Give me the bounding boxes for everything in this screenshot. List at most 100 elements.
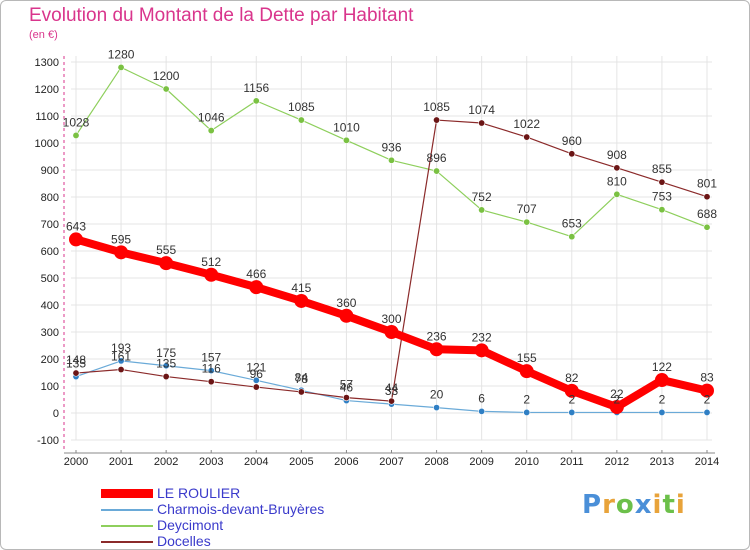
- data-label: 1010: [333, 120, 360, 134]
- data-label: 57: [340, 378, 354, 392]
- data-point: [207, 378, 215, 386]
- data-point: [474, 343, 489, 358]
- data-point: [252, 383, 260, 391]
- y-tick-label: 700: [41, 219, 59, 231]
- legend-item: LE ROULIER: [101, 485, 401, 501]
- data-label: 810: [607, 174, 627, 188]
- data-label: 1074: [468, 103, 495, 117]
- data-label: 121: [246, 360, 266, 374]
- data-point: [204, 267, 219, 282]
- legend-label: Deycimont: [157, 517, 224, 533]
- y-tick-label: 600: [41, 246, 59, 258]
- x-tick-label: 2005: [289, 456, 313, 468]
- data-label: 232: [472, 330, 492, 344]
- y-tick-label: 200: [41, 354, 59, 366]
- data-label: 2: [523, 392, 530, 406]
- x-tick-label: 2012: [605, 456, 629, 468]
- data-label: 300: [381, 312, 401, 326]
- x-tick-label: 2009: [469, 456, 493, 468]
- data-label: 46: [340, 381, 354, 395]
- legend-label: Charmois-devant-Bruyères: [157, 501, 325, 517]
- data-label: 1028: [63, 115, 90, 129]
- legend-item: Deycimont: [101, 517, 401, 533]
- data-label: 22: [610, 387, 624, 401]
- data-label: 753: [652, 190, 672, 204]
- data-label: 653: [562, 217, 582, 231]
- data-point: [72, 369, 80, 377]
- x-tick-label: 2007: [379, 456, 403, 468]
- data-point: [429, 342, 444, 357]
- data-point: [297, 116, 305, 124]
- data-label: 193: [111, 341, 131, 355]
- data-point: [294, 293, 309, 308]
- data-label: 1200: [153, 69, 180, 83]
- data-point: [207, 367, 215, 375]
- data-point: [114, 245, 129, 260]
- y-tick-label: 400: [41, 300, 59, 312]
- data-point: [523, 408, 531, 416]
- data-point: [658, 408, 666, 416]
- data-label: 707: [517, 202, 537, 216]
- legend-swatch: [101, 525, 153, 527]
- data-point: [252, 97, 260, 105]
- series-layer: [69, 63, 714, 416]
- data-point: [478, 206, 486, 214]
- unit-label: (en €): [29, 29, 58, 41]
- x-tick-label: 2000: [64, 456, 88, 468]
- data-label: 643: [66, 219, 86, 233]
- data-point: [162, 373, 170, 381]
- y-tick-label: 1200: [35, 84, 59, 96]
- data-point: [162, 85, 170, 93]
- data-label: 135: [156, 357, 176, 371]
- y-tick-label: 500: [41, 273, 59, 285]
- data-point: [568, 233, 576, 241]
- axes: -100 0 100 200 300 400 500 600 700 800 900 1000 1100…: [35, 56, 719, 468]
- data-label: 855: [652, 162, 672, 176]
- data-label: 157: [201, 351, 221, 365]
- legend-swatch: [101, 541, 153, 543]
- data-label: 20: [430, 388, 444, 402]
- data-label: 1022: [513, 117, 540, 131]
- data-label: 595: [111, 232, 131, 246]
- y-tick-label: 100: [41, 381, 59, 393]
- legend-swatch: [101, 489, 153, 498]
- chart-title: Evolution du Montant de la Dette par Hab…: [29, 5, 414, 26]
- legend-swatch: [101, 509, 153, 511]
- data-label: 33: [385, 384, 399, 398]
- data-label: 1156: [243, 81, 269, 95]
- data-label: 2: [659, 392, 666, 406]
- data-point: [387, 156, 395, 164]
- x-tick-label: 2011: [560, 456, 584, 468]
- data-label: 2: [614, 392, 621, 406]
- data-point: [519, 364, 534, 379]
- x-tick-label: 2010: [514, 456, 538, 468]
- data-point: [658, 178, 666, 186]
- x-tick-label: 2004: [244, 456, 268, 468]
- data-point: [252, 376, 260, 384]
- data-label: 135: [66, 357, 86, 371]
- data-label: 116: [202, 362, 221, 376]
- logo-letter: o: [615, 490, 635, 520]
- data-label: 175: [156, 346, 176, 360]
- data-label: 1280: [108, 47, 135, 61]
- data-label: 78: [295, 372, 309, 386]
- x-tick-label: 2006: [334, 456, 358, 468]
- data-point: [249, 280, 264, 295]
- x-tick-label: 2008: [424, 456, 448, 468]
- logo-letter: r: [602, 490, 616, 520]
- data-point: [523, 133, 531, 141]
- x-tick-label: 2013: [650, 456, 674, 468]
- data-point: [568, 150, 576, 158]
- data-point: [700, 383, 714, 398]
- data-label: 161: [111, 350, 131, 364]
- legend-label: LE ROULIER: [157, 485, 241, 501]
- data-point: [564, 383, 579, 398]
- legend-item: Docelles: [101, 533, 401, 549]
- data-point: [523, 218, 531, 226]
- data-label: 752: [472, 190, 492, 204]
- y-tick-label: -100: [37, 435, 59, 447]
- data-label: 155: [517, 351, 537, 365]
- data-point: [159, 256, 174, 271]
- data-label: 1085: [288, 100, 315, 114]
